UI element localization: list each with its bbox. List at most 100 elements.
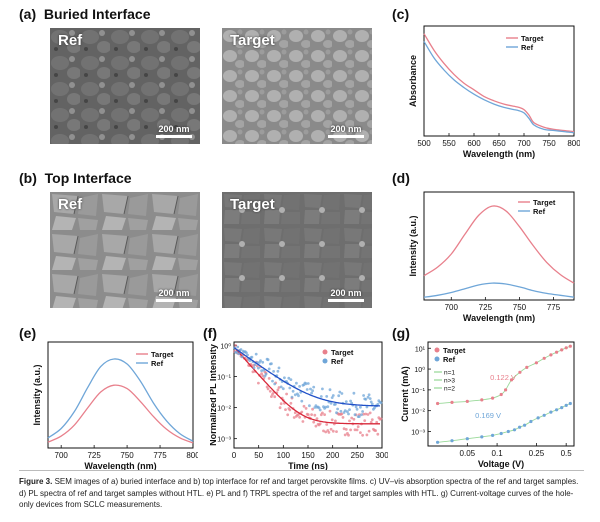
data-point xyxy=(568,344,572,348)
data-point xyxy=(509,378,514,382)
data-point xyxy=(261,374,265,378)
data-point xyxy=(367,393,371,397)
x-axis-label: Voltage (V) xyxy=(478,459,524,469)
data-point xyxy=(321,411,324,415)
data-point xyxy=(324,405,328,409)
data-point xyxy=(376,402,380,406)
data-point xyxy=(357,415,361,418)
data-point xyxy=(330,396,334,399)
sem-image-top-target: Target 200 nm xyxy=(222,192,372,308)
data-point xyxy=(326,405,330,409)
data-point xyxy=(334,402,337,406)
data-point xyxy=(560,406,564,410)
data-point xyxy=(360,413,363,417)
data-point xyxy=(499,431,503,436)
data-point xyxy=(318,422,322,426)
data-point xyxy=(368,397,372,400)
x-axis-label: Wavelength (nm) xyxy=(463,149,535,159)
data-point xyxy=(236,345,240,349)
data-point xyxy=(361,433,364,437)
data-point xyxy=(279,385,283,389)
data-point xyxy=(367,429,371,433)
data-point xyxy=(291,389,295,393)
data-point xyxy=(286,413,290,417)
data-point xyxy=(257,381,260,385)
data-point xyxy=(529,419,533,424)
sem-label: Target xyxy=(230,32,275,49)
data-point xyxy=(362,412,365,416)
scale-bar: 200 nm xyxy=(156,288,192,302)
data-point xyxy=(289,401,293,405)
data-point xyxy=(279,402,283,406)
legend-label: Target xyxy=(331,348,354,357)
series-line-ref xyxy=(47,358,194,442)
x-tick-label: 100 xyxy=(277,451,291,460)
legend-marker xyxy=(322,358,328,364)
data-point xyxy=(343,433,347,437)
data-point xyxy=(465,399,469,403)
sem-image-buried-target: Target 200 nm xyxy=(222,28,372,144)
data-point xyxy=(272,370,275,373)
data-point xyxy=(362,394,365,397)
data-point xyxy=(309,387,312,391)
data-point xyxy=(352,417,356,421)
series-line-target xyxy=(423,33,575,133)
figure-caption: Figure 3. SEM images of a) buried interf… xyxy=(19,476,584,511)
caption-divider xyxy=(19,470,584,471)
data-point xyxy=(319,395,323,398)
data-point xyxy=(450,400,454,404)
chart-f-trpl: 0 50 100 150 200 250 300 10⁰ 10⁻¹ 10⁻² 10⁻³ Time (n… xyxy=(210,341,388,470)
data-point xyxy=(295,381,298,385)
y-axis-label: Current (mA) xyxy=(400,366,410,422)
data-point xyxy=(344,428,348,431)
data-point xyxy=(315,417,319,420)
sem-label: Ref xyxy=(58,196,83,213)
data-point xyxy=(308,404,311,408)
data-point xyxy=(364,412,368,416)
fit-line-ref xyxy=(437,403,571,443)
x-tick-label: 750 xyxy=(513,303,527,312)
data-point xyxy=(436,440,440,444)
data-point xyxy=(292,416,296,419)
data-point xyxy=(504,388,508,392)
panel-b-label: (b) Top Interface xyxy=(19,170,132,186)
data-point xyxy=(331,394,335,397)
data-point xyxy=(465,437,469,441)
data-point xyxy=(542,413,546,417)
data-point xyxy=(306,413,310,417)
legend-label: Target xyxy=(533,198,556,207)
data-point xyxy=(300,410,304,414)
data-point xyxy=(317,406,321,410)
data-point xyxy=(347,433,350,437)
data-point xyxy=(536,416,540,420)
data-point xyxy=(322,429,325,433)
data-point xyxy=(369,420,373,424)
data-point xyxy=(549,353,553,357)
data-point xyxy=(491,396,495,400)
data-point xyxy=(340,412,344,416)
legend-label: Ref xyxy=(443,355,456,364)
data-point xyxy=(311,389,314,393)
x-tick-label: 550 xyxy=(442,139,456,148)
data-point xyxy=(350,416,354,420)
scale-bar: 200 nm xyxy=(156,124,192,138)
legend-marker xyxy=(322,349,328,355)
data-point xyxy=(267,377,271,380)
x-tick-label: 750 xyxy=(120,451,134,460)
data-point xyxy=(355,407,359,411)
data-point xyxy=(328,409,332,413)
data-point xyxy=(260,369,263,373)
x-tick-label: 50 xyxy=(254,451,263,460)
data-point xyxy=(293,393,297,397)
data-point xyxy=(564,403,568,407)
data-point xyxy=(340,392,344,395)
x-tick-label: 650 xyxy=(492,139,506,148)
legend-label: Ref xyxy=(521,43,534,52)
plot-frame xyxy=(47,341,194,449)
y-tick-label: 10⁻¹ xyxy=(217,375,231,382)
data-point xyxy=(518,370,522,374)
panel-g-label: (g) xyxy=(392,325,410,341)
data-point xyxy=(284,408,287,411)
data-point xyxy=(304,407,308,410)
data-point xyxy=(564,346,568,350)
